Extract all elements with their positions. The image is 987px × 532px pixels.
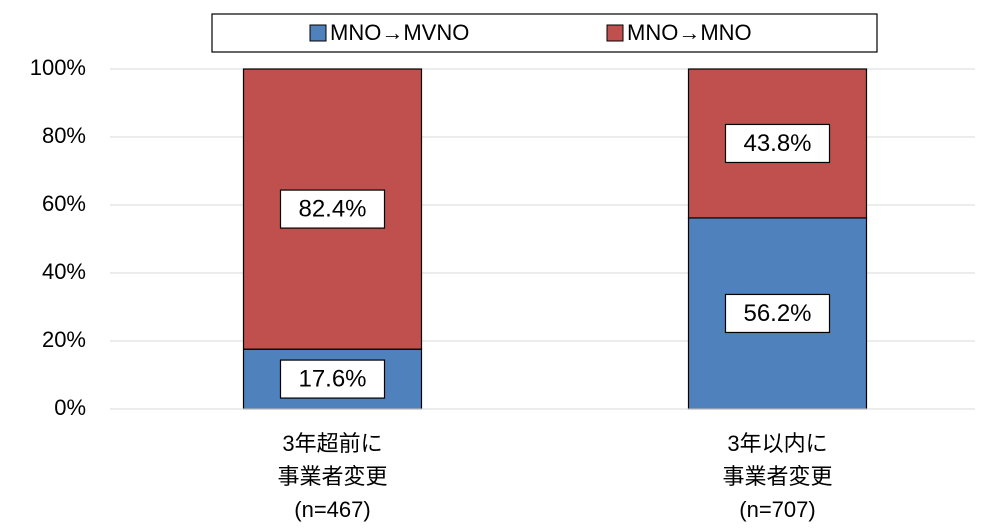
x-tick-label: 3年超前に事業者変更(n=467) [277,431,387,522]
value-label-box [279,359,386,399]
y-tick-label: 100% [30,55,86,80]
y-tick-label: 0% [54,395,86,420]
y-tick-label: 40% [42,259,86,284]
value-label: 56.2% [743,300,811,327]
y-tick-label: 20% [42,327,86,352]
legend-swatch [309,24,327,42]
value-label-box [724,293,831,334]
value-label: 82.4% [298,195,366,222]
y-tick-label: 80% [42,123,86,148]
value-label-box [724,123,831,164]
value-label-box [279,189,386,229]
value-label: 17.6% [298,365,366,392]
legend-label: MNO→MVNO [330,20,469,45]
y-tick-label: 60% [42,191,86,216]
value-label: 43.8% [743,130,811,157]
legend-label: MNO→MNO [627,20,752,45]
legend-swatch [606,24,624,42]
x-tick-label: 3年以内に事業者変更(n=707) [722,431,832,522]
